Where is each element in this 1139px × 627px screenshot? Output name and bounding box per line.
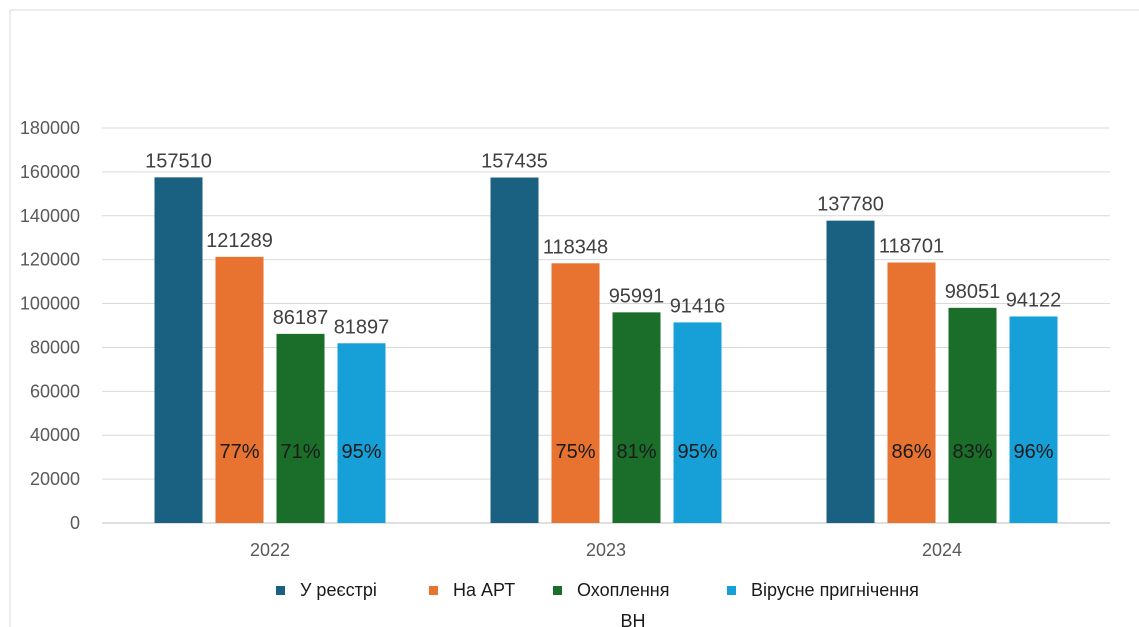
bar [612, 312, 661, 523]
data-label: 157435 [481, 151, 548, 173]
data-label: 86187 [273, 307, 329, 329]
bar [1009, 316, 1058, 523]
y-tick-label: 160000 [20, 162, 80, 182]
legend-swatch [429, 586, 438, 595]
data-label: 91416 [670, 295, 726, 317]
data-label: 118701 [879, 236, 944, 258]
data-label: 98051 [945, 281, 1001, 303]
bar [887, 262, 936, 523]
y-tick-label: 100000 [20, 294, 80, 314]
x-tick-label: 2022 [250, 540, 290, 560]
data-label: 94122 [1006, 289, 1062, 311]
legend-swatch [727, 586, 736, 595]
legend-label: У реєстрі [300, 580, 377, 600]
bar [215, 256, 264, 523]
data-label: 81897 [334, 316, 390, 338]
legend-swatch [553, 586, 562, 595]
y-tick-label: 40000 [30, 425, 80, 445]
bar [490, 177, 539, 523]
bar [551, 263, 600, 523]
legend-swatch [276, 586, 285, 595]
percent-label: 71% [280, 441, 320, 463]
bar [948, 307, 997, 523]
bar [154, 177, 203, 523]
legend-label: Вірусне пригнічення [751, 580, 919, 600]
y-tick-label: 140000 [20, 206, 80, 226]
bar [673, 322, 722, 523]
x-tick-label: 2023 [586, 540, 626, 560]
y-tick-label: 60000 [30, 381, 80, 401]
y-tick-label: 0 [70, 513, 80, 533]
percent-label: 96% [1013, 441, 1053, 463]
data-label: 118348 [543, 236, 608, 258]
data-label: 95991 [609, 285, 665, 307]
y-tick-label: 120000 [20, 250, 80, 270]
bar [276, 333, 325, 523]
percent-label: 86% [891, 441, 931, 463]
percent-label: 75% [555, 441, 595, 463]
data-label: 157510 [145, 150, 212, 172]
y-tick-label: 20000 [30, 469, 80, 489]
x-tick-label: 2024 [922, 540, 962, 560]
legend-label-wrap: ВН [620, 611, 645, 627]
percent-label: 95% [677, 441, 717, 463]
bar [337, 343, 386, 523]
data-label: 121289 [206, 230, 273, 252]
percent-label: 83% [952, 441, 992, 463]
bar [826, 220, 875, 523]
legend-label: Охоплення [577, 580, 670, 600]
y-tick-label: 180000 [20, 118, 80, 138]
data-label: 137780 [817, 194, 884, 216]
percent-label: 77% [219, 441, 259, 463]
percent-label: 81% [616, 441, 656, 463]
percent-label: 95% [341, 441, 381, 463]
y-tick-label: 80000 [30, 337, 80, 357]
legend-label: На АРТ [453, 580, 515, 600]
